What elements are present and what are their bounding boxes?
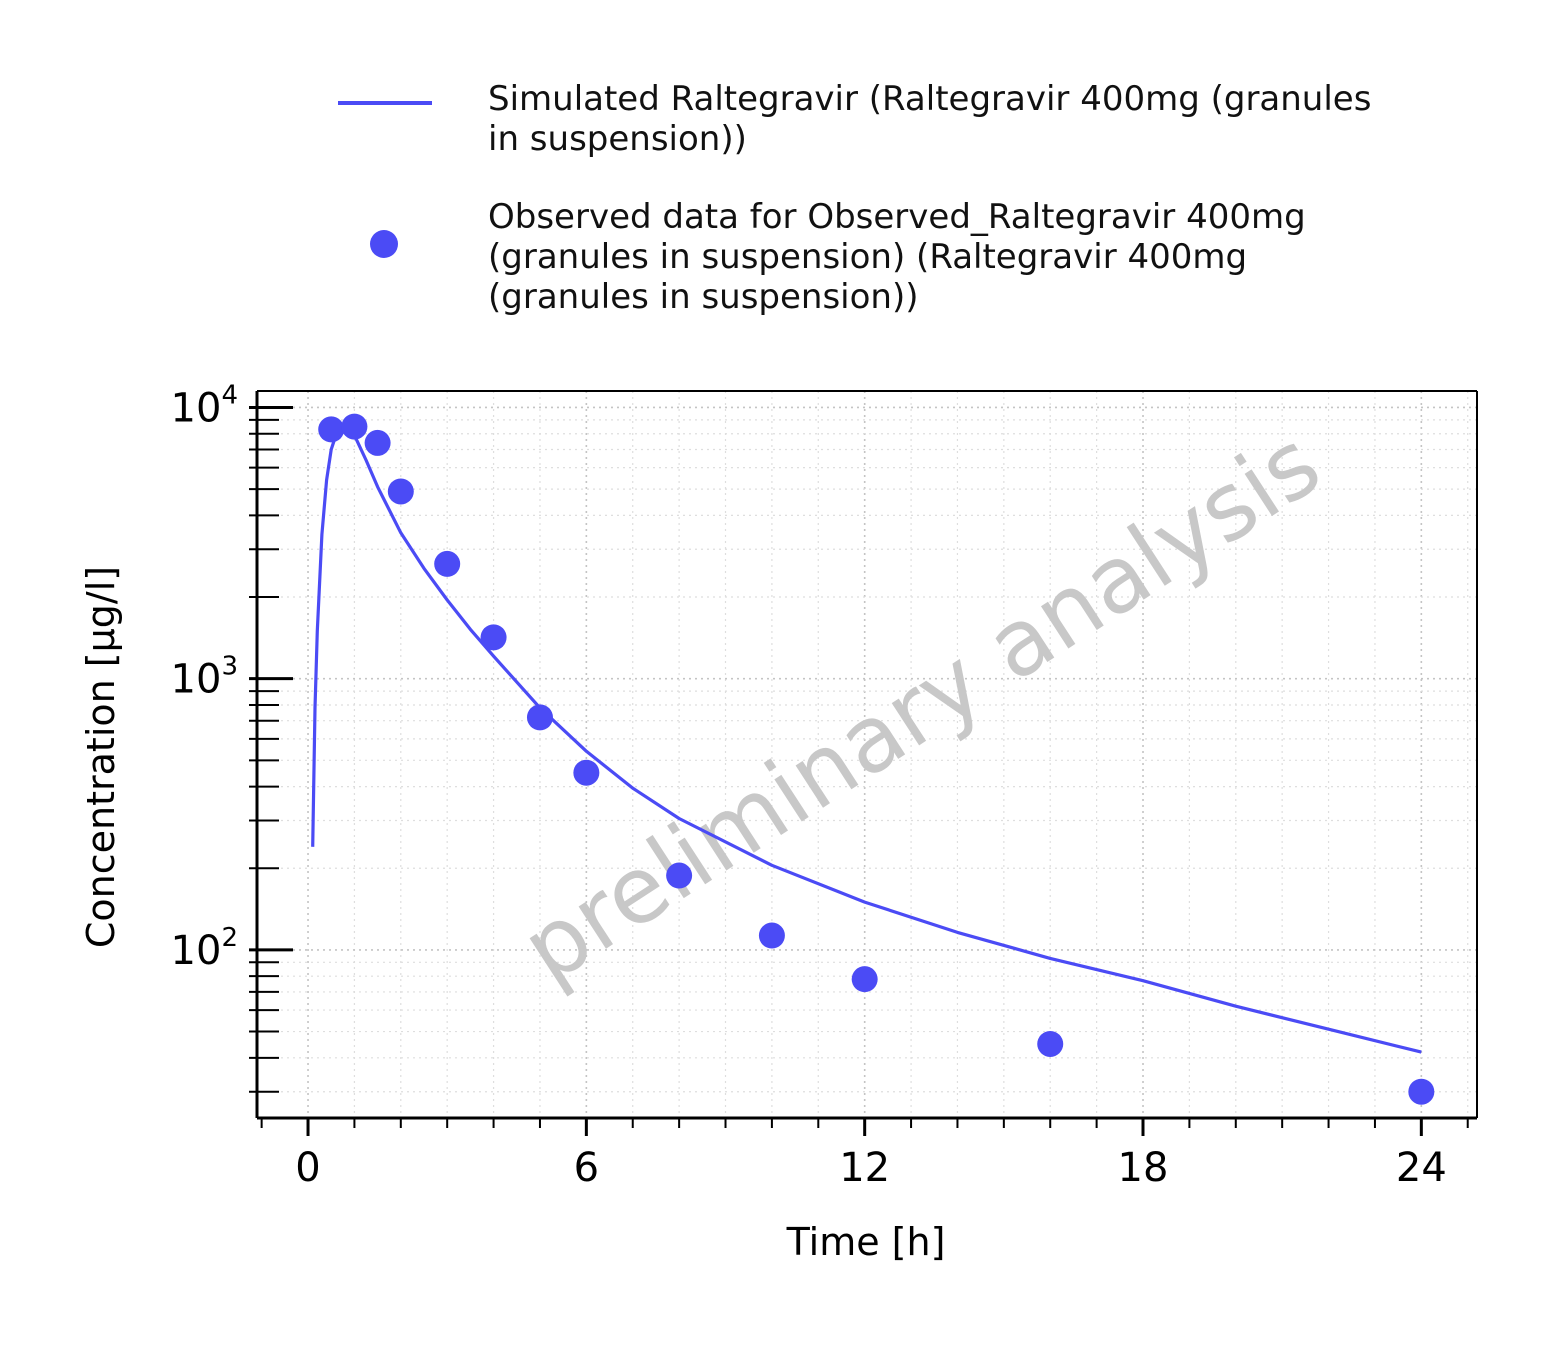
y-tick-base: 10 [171, 657, 222, 703]
simulated-series-line [311, 426, 1422, 1054]
observed-data-point [573, 759, 600, 786]
observed-data-point [387, 478, 414, 505]
observed-data-point [1408, 1078, 1435, 1105]
x-axis-title: Time [h] [786, 1220, 946, 1264]
observed-data-point [666, 862, 693, 889]
grid [257, 391, 1477, 1118]
y-tick-label: 102 [171, 923, 238, 974]
y-tick-label: 104 [171, 380, 238, 431]
legend-marker-swatch [370, 230, 398, 258]
legend-observed-label-line2: (granules in suspension) (Raltegravir 40… [488, 237, 1247, 277]
observed-data-point [480, 624, 507, 651]
legend-simulated-label-line1: Simulated Raltegravir (Raltegravir 400mg… [488, 79, 1371, 119]
y-tick-base: 10 [171, 928, 222, 974]
x-tick-label: 18 [1118, 1145, 1169, 1191]
observed-data-point [1037, 1030, 1064, 1057]
y-tick-exponent: 3 [221, 652, 238, 682]
observed-data-point [758, 922, 785, 949]
legend-observed-label-line1: Observed data for Observed_Raltegravir 4… [488, 197, 1306, 237]
x-tick-label: 6 [574, 1145, 599, 1191]
y-tick-label: 103 [171, 652, 238, 703]
y-tick-exponent: 2 [221, 923, 238, 953]
y-axis-title: Concentration [µg/l] [79, 566, 123, 948]
watermark-layer: preliminary analysis [504, 409, 1339, 1003]
legend-observed-label-line3: (granules in suspension)) [488, 277, 919, 317]
observed-data-point [364, 429, 391, 456]
x-tick-label: 24 [1396, 1145, 1447, 1191]
watermark: preliminary analysis [504, 409, 1339, 1003]
x-tick-label: 12 [839, 1145, 890, 1191]
series [311, 413, 1435, 1105]
observed-data-point [318, 416, 345, 443]
observed-data-point [526, 704, 553, 731]
legend: Simulated Raltegravir (Raltegravir 400mg… [338, 79, 1371, 317]
y-tick-base: 10 [171, 385, 222, 431]
observed-data-point [341, 413, 368, 440]
observed-data-point [434, 550, 461, 577]
observed-data-point [851, 966, 878, 993]
y-tick-exponent: 4 [221, 380, 238, 410]
legend-simulated-label-line2: in suspension)) [488, 119, 747, 159]
x-tick-label: 0 [295, 1145, 320, 1191]
